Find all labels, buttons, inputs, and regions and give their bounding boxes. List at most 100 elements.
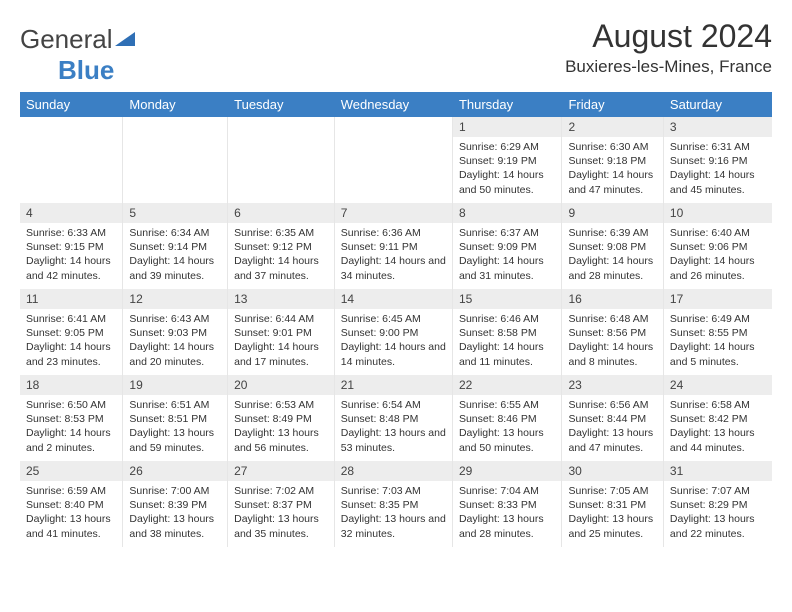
sunset-line: Sunset: 9:18 PM [568,155,646,167]
daylight-line: Daylight: 13 hours and 38 minutes. [129,513,214,539]
sunrise-line: Sunrise: 6:41 AM [26,313,106,325]
sunrise-line: Sunrise: 6:50 AM [26,399,106,411]
empty-cell [123,117,228,137]
day-cell: Sunrise: 6:46 AMSunset: 8:58 PMDaylight:… [452,309,562,375]
daylight-line: Daylight: 14 hours and 31 minutes. [459,255,544,281]
sunrise-line: Sunrise: 6:53 AM [234,399,314,411]
sunset-line: Sunset: 9:11 PM [341,241,418,253]
day-cell: Sunrise: 6:34 AMSunset: 9:14 PMDaylight:… [123,223,228,289]
day-cell: Sunrise: 7:05 AMSunset: 8:31 PMDaylight:… [562,481,663,547]
calendar-table: SundayMondayTuesdayWednesdayThursdayFrid… [20,92,772,547]
sunset-line: Sunset: 9:06 PM [670,241,748,253]
sunrise-line: Sunrise: 7:03 AM [341,485,421,497]
logo: General Blue [20,24,137,86]
day-cell: Sunrise: 6:43 AM Sunset: 9:03 PM Daylight:… [123,309,228,375]
day-cell: Sunrise: 6:33 AMSunset: 9:15 PMDaylight:… [20,223,123,289]
dow-header: Monday [123,92,228,117]
day-cell: Sunrise: 6:49 AMSunset: 8:55 PMDaylight:… [663,309,771,375]
dow-header: Friday [562,92,663,117]
daylight-line: Daylight: 14 hours and 8 minutes. [568,341,653,367]
sunrise-line: Sunrise: 6:43 AM [129,313,209,325]
day-cell: Sunrise: 6:53 AM Sunset: 8:49 PM Daylight:… [228,395,335,461]
sunset-line: Sunset: 8:53 PM [26,413,104,425]
sunset-line: Sunset: 8:39 PM [129,499,207,511]
day-cell: Sunrise: 6:37 AMSunset: 9:09 PMDaylight:… [452,223,562,289]
day-cell: Sunrise: 6:59 AMSunset: 8:40 PMDaylight:… [20,481,123,547]
daylight-line: Daylight: 13 hours and 25 minutes. [568,513,653,539]
daylight-line: Daylight: 14 hours and 11 minutes. [459,341,544,367]
empty-cell [228,137,335,203]
day-number: 30 [562,461,663,481]
daylight-line: Daylight: 13 hours and 41 minutes. [26,513,111,539]
sunset-line: Sunset: 8:49 PM [234,413,312,425]
day-number: 19 [123,375,228,395]
sunset-line: Sunset: 8:29 PM [670,499,748,511]
day-cell: Sunrise: 6:36 AMSunset: 9:11 PMDaylight:… [334,223,452,289]
sunset-line: Sunset: 9:08 PM [568,241,646,253]
sunset-line: Sunset: 9:15 PM [26,241,104,253]
dow-header: Sunday [20,92,123,117]
sunrise-line: Sunrise: 6:56 AM [568,399,648,411]
daylight-line: Daylight: 14 hours and 39 minutes. [129,255,214,281]
dow-header: Wednesday [334,92,452,117]
daylight-line: Daylight: 13 hours and 28 minutes. [459,513,544,539]
day-cell: Sunrise: 6:54 AMSunset: 8:48 PMDaylight:… [334,395,452,461]
sunset-line: Sunset: 8:58 PM [459,327,537,339]
sunrise-line: Sunrise: 7:05 AM [568,485,648,497]
sunrise-line: Sunrise: 6:44 AM [234,313,314,325]
daylight-line: Daylight: 14 hours and 28 minutes. [568,255,653,281]
logo-text-blue: Blue [58,55,114,85]
day-cell: Sunrise: 6:31 AMSunset: 9:16 PMDaylight:… [663,137,771,203]
daylight-line: Daylight: 14 hours and 42 minutes. [26,255,111,281]
sunset-line: Sunset: 8:56 PM [568,327,646,339]
daylight-line: Daylight: 13 hours and 35 minutes. [234,513,319,539]
sunrise-line: Sunrise: 6:54 AM [341,399,421,411]
empty-cell [20,117,123,137]
daylight-line: Daylight: 14 hours and 47 minutes. [568,169,653,195]
day-number: 11 [20,289,123,309]
daylight-line: Daylight: 14 hours and 2 minutes. [26,427,111,453]
sunrise-line: Sunrise: 6:40 AM [670,227,750,239]
dow-header: Saturday [663,92,771,117]
daylight-line: Daylight: 13 hours and 44 minutes. [670,427,755,453]
sunrise-line: Sunrise: 6:29 AM [459,141,539,153]
day-number: 2 [562,117,663,137]
day-cell: Sunrise: 6:30 AMSunset: 9:18 PMDaylight:… [562,137,663,203]
sunset-line: Sunset: 9:05 PM [26,327,104,339]
day-number: 1 [452,117,562,137]
daylight-line: Daylight: 13 hours and 22 minutes. [670,513,755,539]
sunset-line: Sunset: 8:55 PM [670,327,748,339]
sunset-line: Sunset: 9:01 PM [234,327,312,339]
sunrise-line: Sunrise: 7:02 AM [234,485,314,497]
day-cell: Sunrise: 7:07 AMSunset: 8:29 PMDaylight:… [663,481,771,547]
sunrise-line: Sunrise: 6:49 AM [670,313,750,325]
logo-text-general: General [20,24,113,54]
day-number: 4 [20,203,123,223]
daylight-line: Daylight: 13 hours and 56 minutes. [234,427,319,453]
day-number: 20 [228,375,335,395]
sunrise-line: Sunrise: 6:45 AM [341,313,421,325]
sunset-line: Sunset: 9:03 PM [129,327,207,339]
sunset-line: Sunset: 8:46 PM [459,413,537,425]
day-cell: Sunrise: 6:39 AMSunset: 9:08 PMDaylight:… [562,223,663,289]
sunset-line: Sunset: 9:00 PM [341,327,419,339]
day-cell: Sunrise: 7:02 AMSunset: 8:37 PMDaylight:… [228,481,335,547]
sunset-line: Sunset: 9:16 PM [670,155,748,167]
sunrise-line: Sunrise: 6:58 AM [670,399,750,411]
sunset-line: Sunset: 9:14 PM [129,241,207,253]
daylight-line: Daylight: 14 hours and 37 minutes. [234,255,319,281]
day-number: 23 [562,375,663,395]
daylight-line: Daylight: 14 hours and 17 minutes. [234,341,319,367]
sunset-line: Sunset: 9:12 PM [234,241,312,253]
day-number: 27 [228,461,335,481]
sunset-line: Sunset: 8:33 PM [459,499,537,511]
day-number: 26 [123,461,228,481]
empty-cell [228,117,335,137]
day-cell: Sunrise: 6:40 AMSunset: 9:06 PMDaylight:… [663,223,771,289]
daylight-line: Daylight: 14 hours and 20 minutes. [129,341,214,367]
triangle-icon [115,24,137,54]
day-cell: Sunrise: 6:29 AMSunset: 9:19 PMDaylight:… [452,137,562,203]
daylight-line: Daylight: 14 hours and 14 minutes. [341,341,446,367]
sunset-line: Sunset: 9:19 PM [459,155,537,167]
sunrise-line: Sunrise: 6:48 AM [568,313,648,325]
